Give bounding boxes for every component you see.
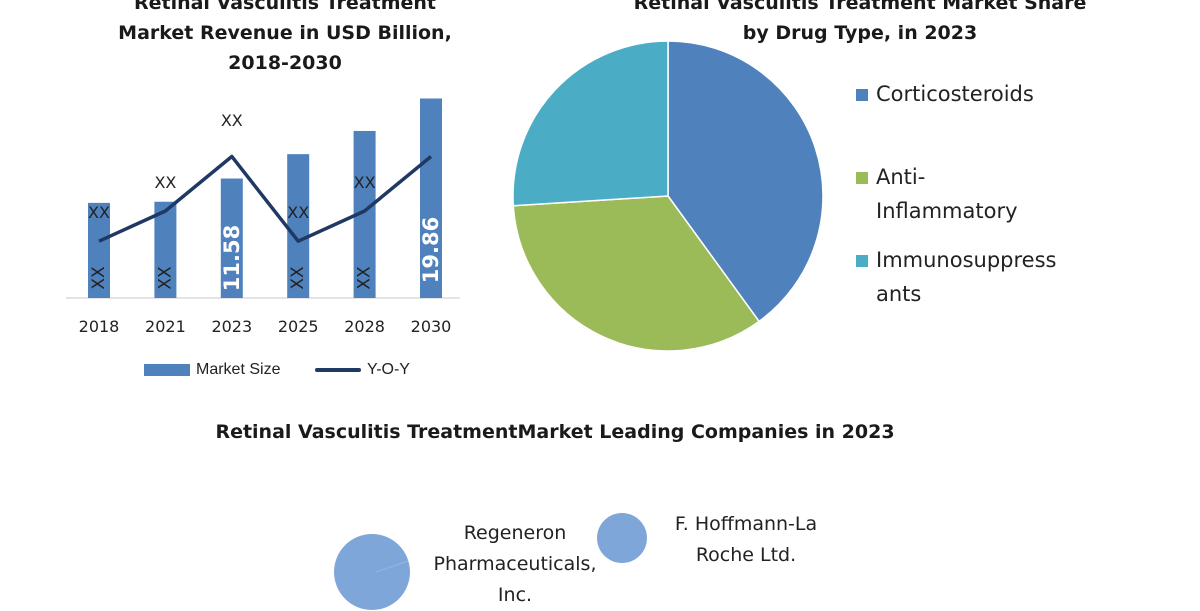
revenue-chart-title-line: Market Revenue in USD Billion, [118,22,452,44]
pie-legend-label-line: Corticosteroids [876,82,1034,106]
legend-yoy-label: Y-O-Y [367,361,410,378]
drug-type-chart-title: Retinal Vasculitis Treatment Market Shar… [560,0,1160,48]
yoy-data-label: XX [354,173,376,192]
revenue-chart-title-line: 2018-2030 [228,52,342,74]
yoy-line [98,154,433,243]
revenue-chart-title: Retinal Vasculitis Treatment Market Reve… [100,0,470,78]
company-bubble-roche [597,513,647,563]
pie-legend-swatch [856,255,868,267]
market-size-data-label: XX [288,266,308,290]
revenue-chart-title-line: Retinal Vasculitis Treatment [133,0,437,14]
market-size-bar [154,201,177,298]
x-tick-label: 2018 [79,317,120,336]
pie-legend-swatch [856,172,868,184]
market-size-data-label: 11.58 [220,225,244,291]
market-size-data-label: XX [155,266,175,290]
x-tick-label: 2030 [411,317,452,336]
yoy-data-label: XX [287,203,309,222]
company-label-line: Inc. [497,584,533,606]
company-label-regeneron: Regeneron Pharmaceuticals, Inc. [410,518,620,611]
pie-legend-label: Immunosuppress ants [876,243,1096,311]
pie-legend-swatch [856,89,868,101]
market-size-bar [353,130,376,298]
legend-bar-swatch [144,364,190,376]
legend-yoy: Y-O-Y [315,361,410,379]
drug-type-chart-title-line: by Drug Type, in 2023 [742,22,978,44]
legend-market-size-label: Market Size [196,361,281,378]
x-tick-label: 2021 [145,317,186,336]
legend-market-size: Market Size [144,361,280,379]
x-tick-label: 2028 [344,317,385,336]
pie-legend-label-line: Anti- [876,165,926,189]
company-label-line: Pharmaceuticals, [433,553,597,575]
market-size-data-label: XX [355,266,375,290]
company-label-roche: F. Hoffmann-La Roche Ltd. [656,509,836,571]
pie-legend-label-line: ants [876,282,922,306]
market-size-data-label: XX [89,266,109,290]
market-size-bar [220,178,243,298]
company-label-line: F. Hoffmann-La [674,513,818,535]
market-size-data-label: 19.86 [419,217,443,283]
pie-legend-label-line: Inflammatory [876,199,1018,223]
yoy-data-label: XX [88,203,110,222]
yoy-data-label: XX [154,173,176,192]
company-bubble-regeneron [334,534,410,610]
pie-slice [667,40,824,323]
yoy-data-label: XX [221,111,243,130]
company-label-line: Roche Ltd. [695,544,797,566]
pie-legend-label: Corticosteroids [876,77,1096,111]
legend-line-swatch [315,368,361,372]
market-size-bar [420,98,442,298]
market-size-bar [287,154,310,298]
x-tick-label: 2023 [211,317,252,336]
company-label-line: Regeneron [463,522,567,544]
pie-legend-label-line: Immunosuppress [876,248,1057,272]
market-size-bar [88,202,110,298]
drug-type-chart-title-line: Retinal Vasculitis Treatment Market Shar… [633,0,1087,14]
x-tick-label: 2025 [278,317,319,336]
pie-legend-label: Anti- Inflammatory [876,160,1096,228]
pie-slice [512,40,669,207]
companies-chart-title: Retinal Vasculitis TreatmentMarket Leadi… [215,421,895,443]
pie-slice [512,195,761,352]
company-leader-line [375,560,409,573]
